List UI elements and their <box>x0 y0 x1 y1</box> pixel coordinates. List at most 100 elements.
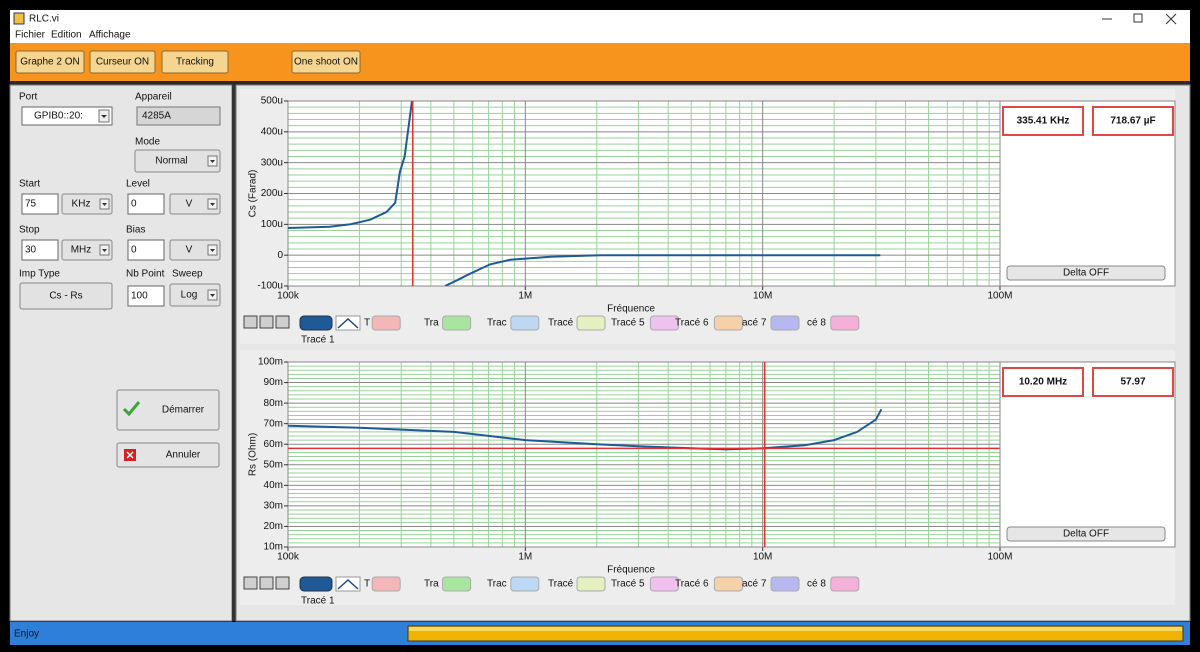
graph: 100k 1M 10M 100M 100m 90m 80m 70m 60m 50m 40m 30m 20… <box>240 350 1176 607</box>
dropdown-arrow <box>210 203 215 206</box>
ring-control[interactable] <box>134 149 221 173</box>
plot-area <box>287 361 1001 548</box>
toolbar-button-label: One shoot ON <box>294 57 358 68</box>
y-tick-label: 40m <box>264 480 283 491</box>
toolbar-button-label: Tracking <box>176 57 214 68</box>
title-bar <box>10 10 1190 28</box>
action-button[interactable] <box>116 442 220 468</box>
ring-value: Log <box>181 290 198 301</box>
graph-palette-tool[interactable] <box>243 315 258 329</box>
numeric-input[interactable] <box>21 239 59 261</box>
legend-swatch[interactable] <box>830 576 860 592</box>
legend-swatch[interactable] <box>371 576 401 592</box>
control-label: Bias <box>126 225 145 236</box>
legend-label: cé 8 <box>807 318 826 329</box>
graph-palette-tool[interactable] <box>275 576 290 590</box>
control-label: Mode <box>135 137 160 148</box>
graph-palette-tool[interactable] <box>275 315 290 329</box>
readout-box <box>1092 106 1174 136</box>
numeric-input[interactable] <box>21 193 59 215</box>
legend-swatch[interactable] <box>576 576 606 592</box>
y-axis-label: Rs (Ohm) <box>248 433 259 476</box>
action-button[interactable] <box>116 389 220 431</box>
legend-label: Trac <box>487 318 507 329</box>
indicator <box>136 106 221 126</box>
input-value: 0 <box>131 199 137 210</box>
delta-button[interactable] <box>1006 526 1166 542</box>
y-tick-label: 90m <box>264 377 283 388</box>
y-axis-label: Cs (Farad) <box>248 170 259 218</box>
ring-value: Cs - Rs <box>49 291 82 302</box>
restore-button[interactable] <box>1133 13 1143 23</box>
toolbar-button[interactable] <box>291 50 361 74</box>
legend-swatch[interactable] <box>299 576 333 592</box>
x-tick-label: 10M <box>753 552 772 563</box>
y-tick-label: 100u <box>261 219 283 230</box>
dropdown-arrow <box>102 249 107 252</box>
readout-value: 335.41 KHz <box>1017 116 1070 127</box>
control-label: Port <box>19 92 38 103</box>
y-tick-label: 10m <box>264 542 283 553</box>
legend-label: Tracé 5 <box>611 318 645 329</box>
menu-item[interactable]: Edition <box>51 30 82 41</box>
y-tick-label: -100u <box>257 281 283 292</box>
menu-item[interactable]: Affichage <box>89 30 131 41</box>
numeric-input[interactable] <box>127 193 165 215</box>
toolbar-button-label: Graphe 2 ON <box>20 57 79 68</box>
legend-swatch[interactable] <box>510 576 540 592</box>
legend-label: cé 8 <box>807 579 826 590</box>
legend-plot-shape <box>337 317 359 329</box>
input-value: 30 <box>25 245 37 256</box>
port-selector[interactable] <box>21 106 113 126</box>
legend-swatch[interactable] <box>510 315 540 331</box>
graph-palette-tool[interactable] <box>259 576 274 590</box>
graph-palette-tool[interactable] <box>259 315 274 329</box>
legend-label: acé 7 <box>742 579 767 590</box>
readout-value: 10.20 MHz <box>1019 377 1067 388</box>
ring-control[interactable] <box>19 282 113 310</box>
legend-label: Tracé 6 <box>675 579 709 590</box>
progress-highlight <box>409 627 1182 631</box>
delta-button-label: Delta OFF <box>1063 529 1109 540</box>
port-value: GPIB0::20: <box>34 111 83 122</box>
y-tick-label: 80m <box>264 398 283 409</box>
legend-swatch[interactable] <box>649 576 679 592</box>
legend-swatch[interactable] <box>371 315 401 331</box>
toolbar-button[interactable] <box>89 50 156 74</box>
indicator-value: 4285A <box>142 111 171 122</box>
ring-value: V <box>186 199 193 210</box>
delta-button[interactable] <box>1006 265 1166 281</box>
y-tick-label: 300u <box>261 157 283 168</box>
legend-swatch[interactable] <box>442 315 472 331</box>
legend-swatch[interactable] <box>442 576 472 592</box>
cancel-cross <box>126 451 134 459</box>
x-tick-label: 1M <box>518 291 532 302</box>
legend-swatch[interactable] <box>713 315 743 331</box>
legend-swatch[interactable] <box>649 315 679 331</box>
input-value: 75 <box>25 199 37 210</box>
legend-swatch[interactable] <box>830 315 860 331</box>
legend-swatch[interactable] <box>770 576 800 592</box>
input-value: 100 <box>131 291 148 302</box>
control-label: Stop <box>19 225 40 236</box>
close-button[interactable] <box>1165 13 1177 25</box>
menu-item[interactable]: Fichier <box>15 30 46 41</box>
y-tick-label: 200u <box>261 188 283 199</box>
legend-swatch[interactable] <box>576 315 606 331</box>
toolbar-button[interactable] <box>15 50 85 74</box>
x-tick-label: 100k <box>277 552 300 563</box>
readout-value: 57.97 <box>1120 377 1145 388</box>
legend-label: acé 7 <box>742 318 767 329</box>
legend-swatch[interactable] <box>713 576 743 592</box>
legend-swatch[interactable] <box>299 315 333 331</box>
toolbar-button[interactable] <box>161 50 229 74</box>
numeric-input[interactable] <box>127 285 165 307</box>
check-icon <box>122 401 141 417</box>
menu-bar <box>10 28 1190 43</box>
legend-swatch[interactable] <box>770 315 800 331</box>
graph-palette-tool[interactable] <box>243 576 258 590</box>
legend-label: T <box>364 579 370 590</box>
control-label: Appareil <box>135 92 172 103</box>
numeric-input[interactable] <box>127 239 165 261</box>
ring-value: MHz <box>71 245 92 256</box>
